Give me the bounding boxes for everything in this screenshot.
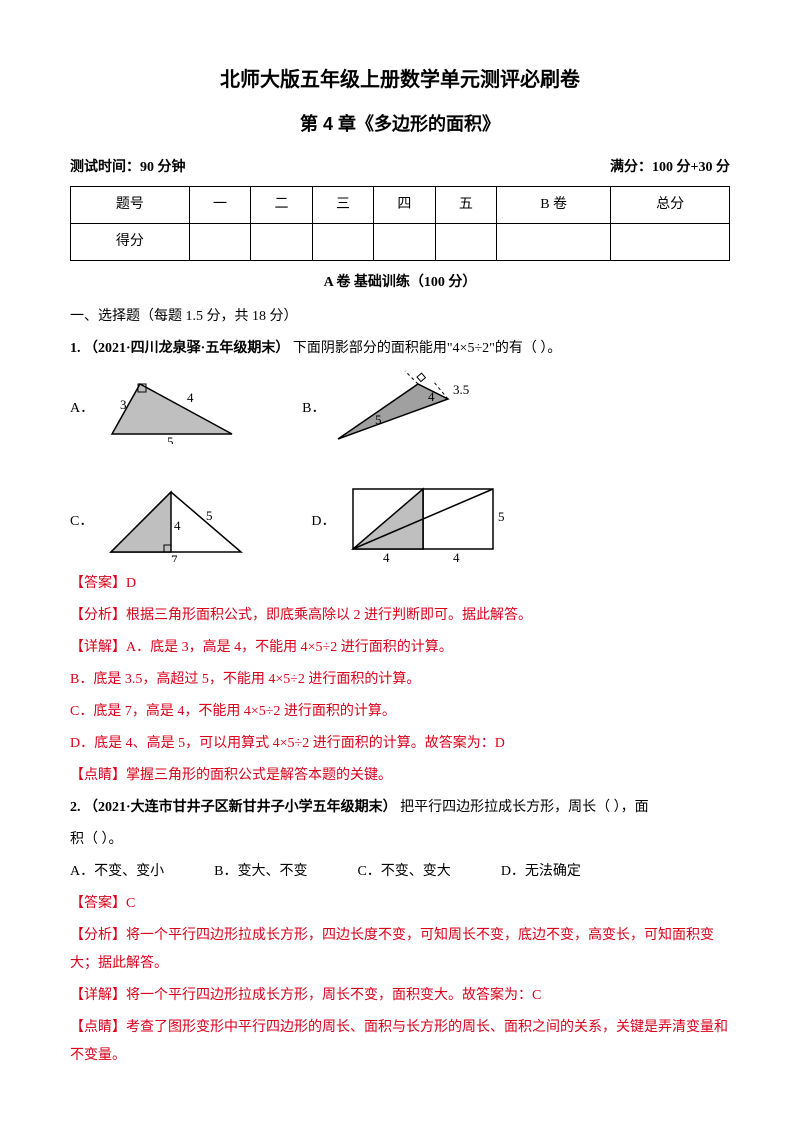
q2-options: A．不变、变小 B．变大、不变 C．不变、变大 D．无法确定 — [70, 858, 730, 886]
q1-images: A． 3 4 5 B． 5 4 3.5 C． 4 5 7 — [70, 369, 730, 564]
q1-a-label: A． — [70, 395, 94, 423]
doc-title-1: 北师大版五年级上册数学单元测评必刷卷 — [70, 60, 730, 100]
cell-5 — [435, 224, 496, 261]
th-2: 二 — [251, 187, 312, 224]
test-time: 测试时间：90 分钟 — [70, 154, 186, 182]
q1-d-label: D． — [311, 508, 335, 536]
svg-text:3: 3 — [120, 397, 127, 412]
q1-detail-d: D．底是 4、高是 5，可以用算式 4×5÷2 进行面积的计算。故答案为：D — [70, 730, 730, 758]
th-1: 一 — [189, 187, 250, 224]
q2-detail-label: 【详解】 — [70, 988, 126, 1003]
th-4: 四 — [374, 187, 435, 224]
svg-text:5: 5 — [167, 434, 174, 444]
q1-comment: 【点睛】掌握三角形的面积公式是解答本题的关键。 — [70, 762, 730, 790]
cell-3 — [312, 224, 373, 261]
svg-text:4: 4 — [453, 550, 460, 564]
q2-answer: 【答案】C — [70, 890, 730, 918]
triangle-d-icon: 4 4 5 — [343, 479, 513, 564]
section-a-label: A 卷 基础训练（100 分） — [70, 269, 730, 297]
q2-stem-1: 2. （2021·大连市甘井子区新甘井子小学五年级期末） 把平行四边形拉成长方形… — [70, 794, 730, 822]
q1-src: （2021·四川龙泉驿·五年级期末） — [84, 341, 289, 356]
q1-analysis-text: 根据三角形面积公式，即底乘高除以 2 进行判断即可。据此解答。 — [126, 608, 532, 623]
q2-analysis: 【分析】将一个平行四边形拉成长方形，四边长度不变，可知周长不变，底边不变，高变长… — [70, 922, 730, 978]
svg-text:5: 5 — [375, 412, 382, 427]
table-header-row: 题号 一 二 三 四 五 B 卷 总分 — [71, 187, 730, 224]
q1-detail-b: B．底是 3.5，高超过 5，不能用 4×5÷2 进行面积的计算。 — [70, 666, 730, 694]
th-3: 三 — [312, 187, 373, 224]
q1-text: 下面阴影部分的面积能用"4×5÷2"的有（ ）。 — [293, 341, 562, 356]
q1-opt-d: D． 4 4 5 — [311, 479, 513, 564]
q2-analysis-text: 将一个平行四边形拉成长方形，四边长度不变，可知周长不变，底边不变，高变长，可知面… — [70, 928, 714, 971]
svg-text:5: 5 — [206, 508, 213, 523]
q1-detail-a-text: A．底是 3，高是 4，不能用 4×5÷2 进行面积的计算。 — [126, 640, 453, 655]
svg-text:4: 4 — [383, 550, 390, 564]
q1-comment-text: 掌握三角形的面积公式是解答本题的关键。 — [126, 768, 392, 783]
q1-stem: 1. （2021·四川龙泉驿·五年级期末） 下面阴影部分的面积能用"4×5÷2"… — [70, 335, 730, 363]
q2-opt-a: A．不变、变小 — [70, 858, 164, 886]
q1-opt-b: B． 5 4 3.5 — [302, 369, 493, 449]
q2-analysis-label: 【分析】 — [70, 928, 126, 943]
triangle-a-icon: 3 4 5 — [102, 374, 242, 444]
q2-num: 2. — [70, 800, 81, 815]
q2-ans-val: C — [126, 896, 135, 911]
q1-b-label: B． — [302, 395, 325, 423]
q2-src: （2021·大连市甘井子区新甘井子小学五年级期末） — [84, 800, 397, 815]
q1-c-label: C． — [70, 508, 93, 536]
triangle-c-icon: 4 5 7 — [101, 482, 251, 562]
svg-text:4: 4 — [428, 389, 435, 404]
q2-ans-label: 【答案】 — [70, 896, 126, 911]
th-7: 总分 — [611, 187, 730, 224]
cell-4 — [374, 224, 435, 261]
cell-2 — [251, 224, 312, 261]
svg-text:4: 4 — [174, 518, 181, 533]
svg-text:7: 7 — [171, 552, 178, 562]
q1-analysis-label: 【分析】 — [70, 608, 126, 623]
th-6: B 卷 — [497, 187, 611, 224]
q1-opt-a: A． 3 4 5 — [70, 369, 242, 449]
q1-ans-val: D — [126, 576, 136, 591]
q2-comment-text: 考查了图形变形中平行四边形的周长、面积与长方形的周长、面积之间的关系，关键是弄清… — [70, 1020, 728, 1063]
svg-text:3.5: 3.5 — [453, 382, 469, 397]
q2-comment: 【点睛】考查了图形变形中平行四边形的周长、面积与长方形的周长、面积之间的关系，关… — [70, 1014, 730, 1070]
cell-6 — [497, 224, 611, 261]
q1-detail-label: 【详解】 — [70, 640, 126, 655]
q1-num: 1. — [70, 341, 81, 356]
q2-detail: 【详解】将一个平行四边形拉成长方形，周长不变，面积变大。故答案为：C — [70, 982, 730, 1010]
cell-7 — [611, 224, 730, 261]
q1-comment-label: 【点睛】 — [70, 768, 126, 783]
section-1-title: 一、选择题（每题 1.5 分，共 18 分） — [70, 303, 730, 331]
th-0: 题号 — [71, 187, 190, 224]
svg-text:5: 5 — [498, 509, 505, 524]
doc-title-2: 第 4 章《多边形的面积》 — [70, 106, 730, 142]
q2-opt-c: C．不变、变大 — [357, 858, 450, 886]
q1-opt-c: C． 4 5 7 — [70, 479, 251, 564]
svg-text:4: 4 — [187, 390, 194, 405]
q2-opt-d: D．无法确定 — [501, 858, 581, 886]
q2-stem-2: 积（ ）。 — [70, 826, 730, 854]
q2-opt-b: B．变大、不变 — [214, 858, 307, 886]
score-table: 题号 一 二 三 四 五 B 卷 总分 得分 — [70, 186, 730, 261]
q1-answer: 【答案】D — [70, 570, 730, 598]
q1-analysis: 【分析】根据三角形面积公式，即底乘高除以 2 进行判断即可。据此解答。 — [70, 602, 730, 630]
q2-detail-text: 将一个平行四边形拉成长方形，周长不变，面积变大。故答案为：C — [126, 988, 541, 1003]
triangle-b-icon: 5 4 3.5 — [333, 369, 493, 449]
q1-detail-a: 【详解】A．底是 3，高是 4，不能用 4×5÷2 进行面积的计算。 — [70, 634, 730, 662]
th-5: 五 — [435, 187, 496, 224]
q1-detail-c: C．底是 7，高是 4，不能用 4×5÷2 进行面积的计算。 — [70, 698, 730, 726]
table-score-row: 得分 — [71, 224, 730, 261]
full-score: 满分：100 分+30 分 — [610, 154, 730, 182]
test-info-row: 测试时间：90 分钟 满分：100 分+30 分 — [70, 154, 730, 182]
cell-1 — [189, 224, 250, 261]
q1-ans-label: 【答案】 — [70, 576, 126, 591]
q2-text-1: 把平行四边形拉成长方形，周长（ ），面 — [400, 800, 649, 815]
row-label: 得分 — [71, 224, 190, 261]
q2-comment-label: 【点睛】 — [70, 1020, 126, 1035]
